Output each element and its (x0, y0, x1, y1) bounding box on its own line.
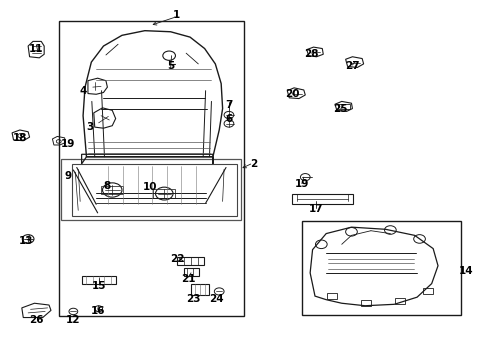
Bar (394, 298, 404, 303)
Text: 7: 7 (225, 100, 232, 110)
Text: 10: 10 (142, 182, 157, 192)
Bar (191, 284, 209, 295)
Bar (361, 300, 370, 306)
Text: 5: 5 (166, 62, 174, 71)
Text: 28: 28 (304, 49, 318, 59)
Bar (59, 21, 243, 316)
Text: 2: 2 (250, 159, 257, 169)
Bar (61, 159, 240, 220)
Bar (72, 163, 237, 216)
Text: 23: 23 (186, 294, 200, 303)
Text: 14: 14 (457, 266, 472, 276)
Bar (423, 288, 432, 294)
Text: 4: 4 (79, 86, 86, 96)
Text: 21: 21 (181, 274, 195, 284)
Text: 9: 9 (65, 171, 72, 181)
Text: 11: 11 (29, 44, 43, 54)
Bar (183, 267, 199, 276)
Text: 25: 25 (333, 104, 347, 114)
Text: 26: 26 (29, 315, 43, 325)
Text: 19: 19 (294, 179, 308, 189)
Bar (326, 293, 336, 299)
Text: 24: 24 (208, 294, 223, 303)
Bar (101, 186, 123, 194)
Text: 1: 1 (172, 10, 180, 20)
Text: 16: 16 (90, 306, 105, 316)
Text: 3: 3 (86, 122, 93, 132)
Text: 27: 27 (345, 61, 359, 71)
Text: 17: 17 (308, 204, 323, 214)
Bar (177, 257, 203, 265)
Text: 19: 19 (61, 139, 76, 149)
Text: 20: 20 (285, 89, 299, 99)
Bar (153, 189, 175, 198)
Text: 6: 6 (225, 114, 232, 124)
Bar (338, 104, 350, 109)
Bar (291, 194, 352, 204)
Text: 22: 22 (170, 254, 184, 264)
Text: 13: 13 (19, 236, 33, 246)
Text: 8: 8 (103, 181, 111, 192)
Bar (81, 276, 116, 284)
Text: 12: 12 (66, 315, 81, 325)
Bar (301, 221, 460, 315)
Text: 18: 18 (13, 133, 27, 143)
Text: 15: 15 (91, 282, 106, 292)
